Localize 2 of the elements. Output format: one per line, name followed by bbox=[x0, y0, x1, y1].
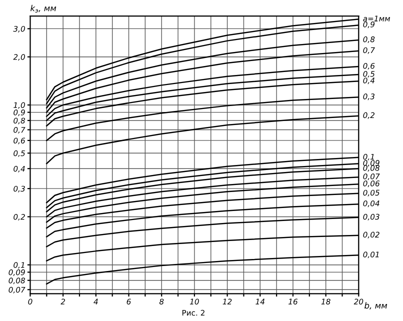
y-axis-title: k$_{э}$, мм bbox=[30, 4, 56, 13]
x-axis-title: b, мм bbox=[364, 302, 388, 310]
